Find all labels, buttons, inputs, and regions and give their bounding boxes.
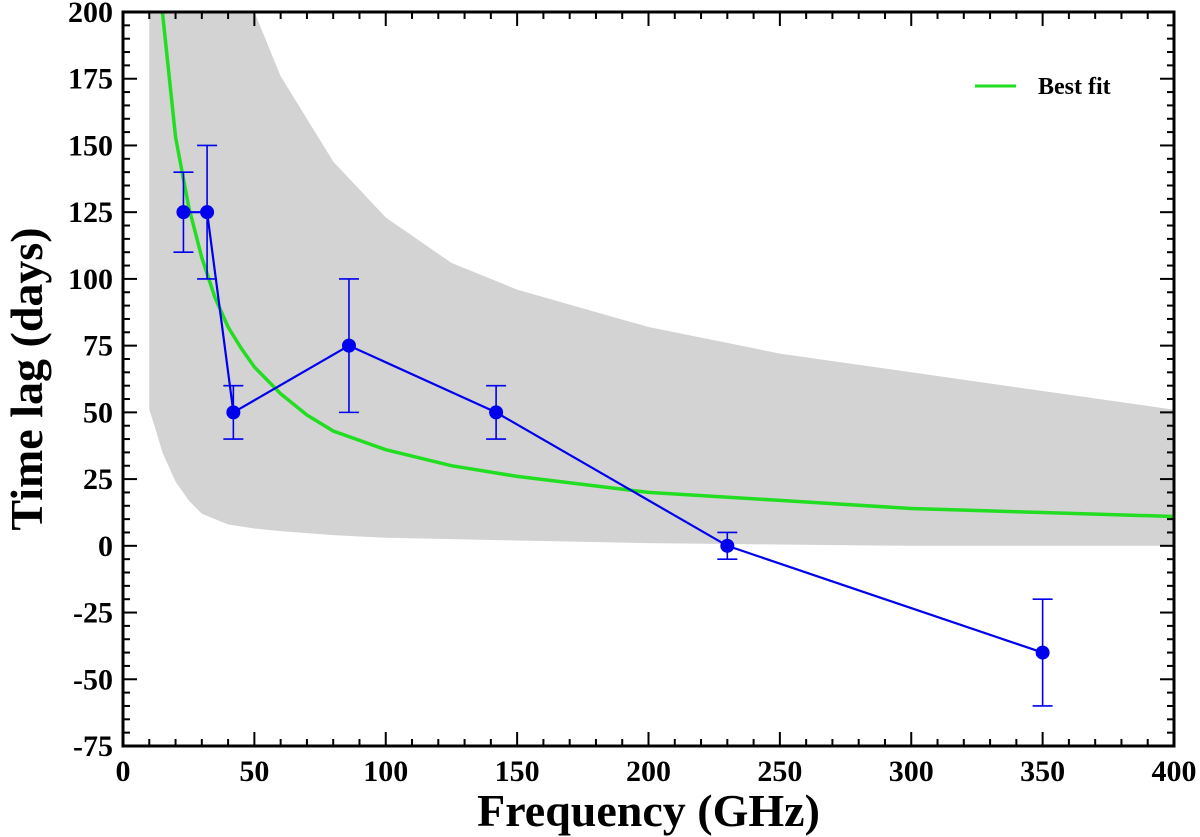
y-tick-label: 200 bbox=[68, 0, 113, 29]
y-tick-label: 75 bbox=[83, 330, 113, 363]
y-tick-label: 25 bbox=[83, 463, 113, 496]
y-tick-label: -50 bbox=[73, 663, 113, 696]
y-tick-label: 50 bbox=[83, 396, 113, 429]
data-point bbox=[341, 338, 356, 353]
y-tick-label: -25 bbox=[73, 597, 113, 630]
plot-frame bbox=[121, 10, 1176, 748]
x-tick-label: 350 bbox=[1020, 755, 1065, 788]
legend-label-best-fit: Best fit bbox=[1038, 74, 1111, 100]
y-tick-label: 125 bbox=[68, 196, 113, 229]
data-point bbox=[1035, 645, 1050, 660]
best-fit-line bbox=[160, 12, 1174, 519]
x-tick-label: 100 bbox=[363, 755, 408, 788]
x-tick-label: 200 bbox=[626, 755, 671, 788]
y-tick-label: 150 bbox=[68, 129, 113, 162]
y-tick-label: -75 bbox=[73, 730, 113, 763]
y-tick-label: 175 bbox=[68, 63, 113, 96]
y-tick-label: 0 bbox=[98, 530, 113, 563]
x-tick-label: 250 bbox=[757, 755, 802, 788]
x-tick-label: 150 bbox=[495, 755, 540, 788]
x-tick-label: 50 bbox=[239, 755, 269, 788]
x-axis-title: Frequency (GHz) bbox=[477, 785, 820, 836]
data-point bbox=[720, 538, 735, 553]
y-axis-title: Time lag (days) bbox=[1, 227, 52, 530]
data-point bbox=[226, 405, 241, 420]
x-tick-label: 300 bbox=[889, 755, 934, 788]
data-point bbox=[489, 405, 504, 420]
data-point bbox=[200, 205, 215, 220]
uncertainty-band bbox=[149, 12, 1174, 546]
x-tick-label: 400 bbox=[1152, 755, 1197, 788]
x-tick-label: 0 bbox=[116, 755, 131, 788]
y-tick-label: 100 bbox=[68, 263, 113, 296]
data-point bbox=[176, 205, 191, 220]
